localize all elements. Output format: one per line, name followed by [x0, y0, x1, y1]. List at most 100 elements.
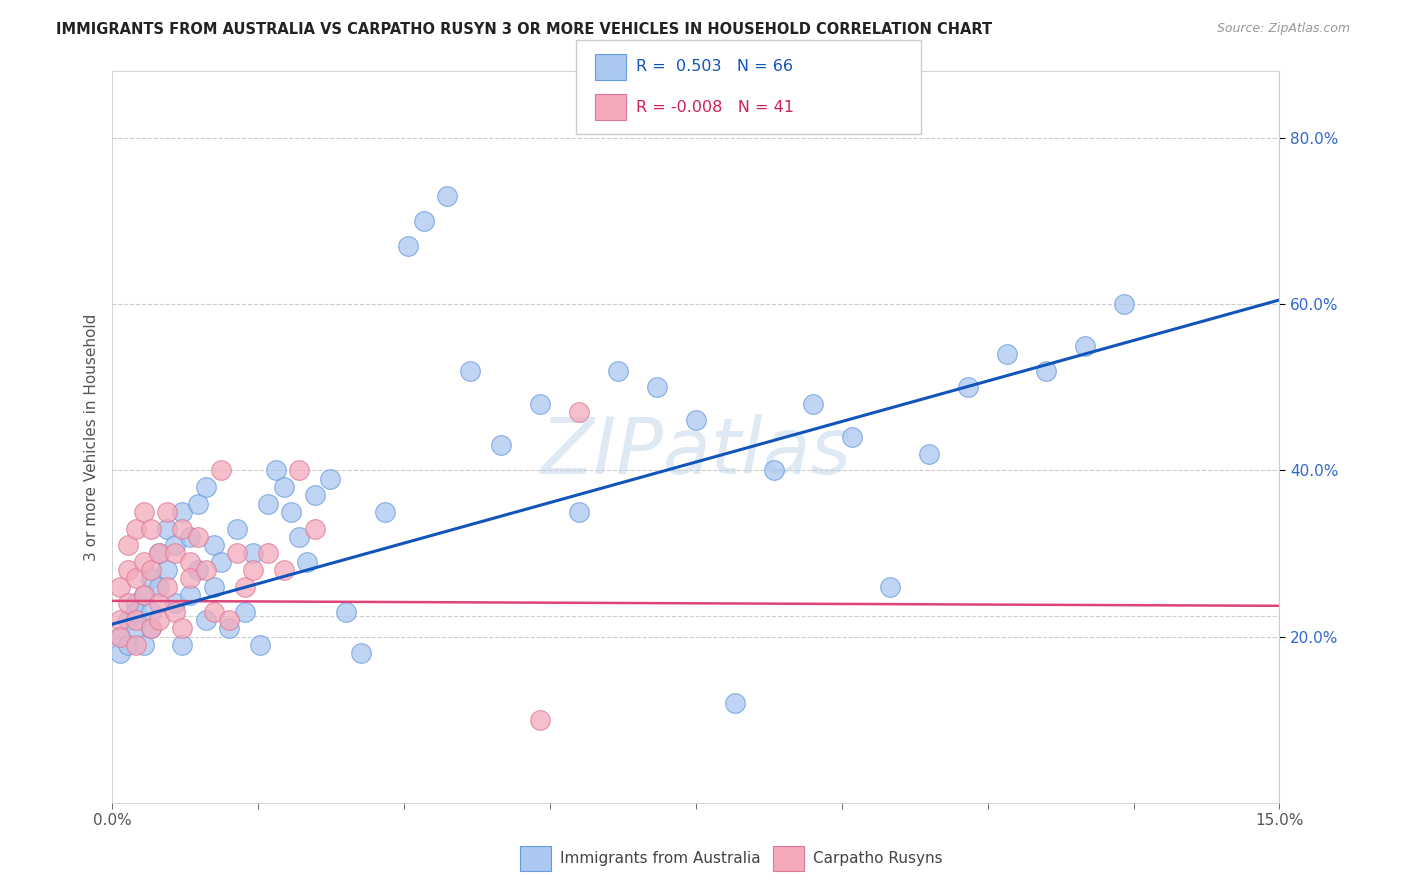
Text: ZIPatlas: ZIPatlas: [540, 414, 852, 490]
Point: [460, 363, 482, 377]
Point: [319, 472, 342, 486]
Point: [148, 613, 170, 627]
Text: IMMIGRANTS FROM AUSTRALIA VS CARPATHO RUSYN 3 OR MORE VEHICLES IN HOUSEHOLD CORR: IMMIGRANTS FROM AUSTRALIA VS CARPATHO RU…: [56, 22, 993, 37]
Point: [194, 613, 217, 627]
Point: [172, 505, 194, 519]
Point: [242, 563, 264, 577]
Point: [396, 239, 419, 253]
Point: [148, 580, 170, 594]
Point: [801, 397, 824, 411]
Point: [156, 521, 179, 535]
Point: [187, 497, 209, 511]
Point: [273, 480, 295, 494]
Point: [762, 463, 785, 477]
Point: [568, 405, 591, 419]
Point: [148, 546, 170, 560]
Text: Source: ZipAtlas.com: Source: ZipAtlas.com: [1216, 22, 1350, 36]
Point: [233, 580, 256, 594]
Point: [295, 555, 318, 569]
Point: [125, 638, 148, 652]
Text: Carpatho Rusyns: Carpatho Rusyns: [813, 851, 942, 865]
Point: [125, 571, 148, 585]
Point: [226, 546, 249, 560]
Point: [132, 505, 155, 519]
Point: [529, 713, 551, 727]
Point: [141, 571, 163, 585]
Point: [172, 621, 194, 635]
Point: [374, 505, 396, 519]
Point: [233, 605, 256, 619]
Point: [918, 447, 941, 461]
Point: [141, 605, 163, 619]
Point: [132, 588, 155, 602]
Point: [257, 497, 280, 511]
Point: [529, 397, 551, 411]
Point: [132, 638, 155, 652]
Point: [163, 605, 186, 619]
Point: [249, 638, 271, 652]
Point: [218, 621, 240, 635]
Point: [110, 613, 132, 627]
Point: [304, 521, 326, 535]
Point: [350, 646, 373, 660]
Point: [125, 605, 148, 619]
Point: [1112, 297, 1135, 311]
Point: [117, 596, 139, 610]
Point: [110, 646, 132, 660]
Point: [194, 563, 217, 577]
Text: R = -0.008   N = 41: R = -0.008 N = 41: [636, 100, 793, 114]
Point: [1035, 363, 1057, 377]
Point: [218, 613, 240, 627]
Point: [607, 363, 630, 377]
Y-axis label: 3 or more Vehicles in Household: 3 or more Vehicles in Household: [83, 313, 98, 561]
Point: [645, 380, 668, 394]
Point: [288, 463, 311, 477]
Point: [141, 521, 163, 535]
Point: [273, 563, 295, 577]
Point: [685, 413, 707, 427]
Point: [179, 588, 201, 602]
Point: [125, 613, 148, 627]
Point: [335, 605, 357, 619]
Point: [141, 621, 163, 635]
Point: [110, 630, 132, 644]
Text: Immigrants from Australia: Immigrants from Australia: [560, 851, 761, 865]
Point: [156, 563, 179, 577]
Point: [568, 505, 591, 519]
Point: [202, 580, 225, 594]
Point: [995, 347, 1018, 361]
Point: [491, 438, 513, 452]
Point: [257, 546, 280, 560]
Point: [163, 538, 186, 552]
Point: [1074, 338, 1097, 352]
Point: [163, 546, 186, 560]
Point: [226, 521, 249, 535]
Point: [194, 480, 217, 494]
Point: [957, 380, 980, 394]
Point: [304, 488, 326, 502]
Point: [156, 505, 179, 519]
Point: [163, 596, 186, 610]
Point: [288, 530, 311, 544]
Point: [179, 571, 201, 585]
Point: [172, 638, 194, 652]
Point: [117, 613, 139, 627]
Point: [209, 463, 232, 477]
Point: [132, 555, 155, 569]
Point: [132, 588, 155, 602]
Point: [724, 696, 747, 710]
Point: [172, 521, 194, 535]
Point: [841, 430, 863, 444]
Point: [117, 638, 139, 652]
Point: [110, 580, 132, 594]
Point: [187, 530, 209, 544]
Point: [110, 630, 132, 644]
Point: [117, 538, 139, 552]
Point: [125, 521, 148, 535]
Point: [141, 621, 163, 635]
Point: [202, 605, 225, 619]
Point: [879, 580, 901, 594]
Point: [280, 505, 302, 519]
Point: [436, 189, 458, 203]
Point: [187, 563, 209, 577]
